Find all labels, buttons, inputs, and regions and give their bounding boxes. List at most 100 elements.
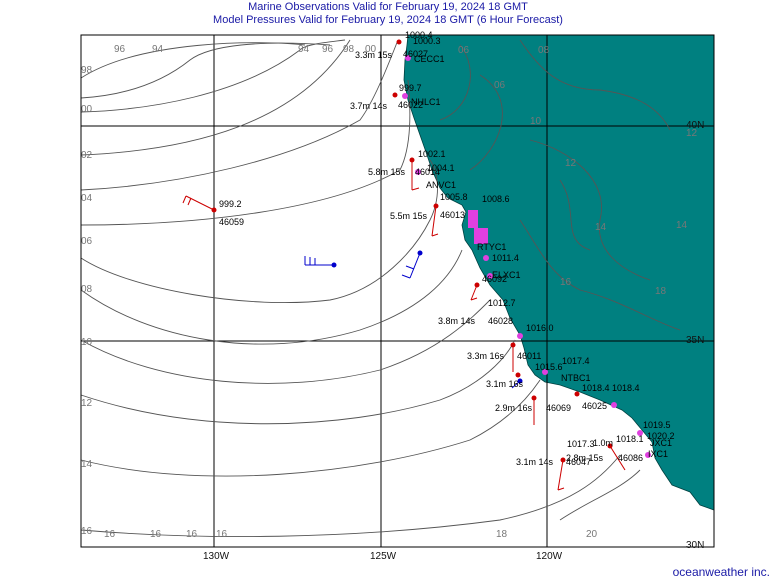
isobar-label: 14: [595, 222, 607, 233]
map-title: Marine Observations Valid for February 1…: [248, 1, 528, 13]
isobar-label: 16: [150, 529, 162, 540]
obs-label: NTBC1: [561, 373, 591, 383]
isobar-label: 18: [496, 529, 508, 540]
isobar-label: 16: [216, 529, 228, 540]
obs-label: NHLC1: [411, 97, 441, 107]
obs-label: 46028: [488, 316, 513, 326]
isobar-label: 16: [81, 526, 93, 537]
blue-observation-points: [331, 250, 523, 384]
isobar-label: 16: [104, 529, 116, 540]
isobar-label: 98: [343, 44, 355, 55]
obs-label: 1015.6: [535, 362, 563, 372]
obs-label: 46022: [398, 100, 423, 110]
obs-label: 1011.4: [492, 253, 519, 263]
obs-label: 46027: [403, 49, 428, 59]
obs-label: 3.8m 14s: [438, 316, 476, 326]
obs-label: 1002.1: [418, 149, 446, 159]
credit-label[interactable]: oceanweather inc.: [672, 565, 770, 579]
obs-label: 1008.6: [482, 194, 510, 204]
station-markers: [402, 55, 651, 458]
isobar-label: 16: [186, 529, 198, 540]
obs-label: 46086: [618, 453, 643, 463]
obs-label: 5.5m 15s: [390, 211, 428, 221]
obs-label: 2.9m 16s: [495, 403, 533, 413]
map-subtitle: Model Pressures Valid for February 19, 2…: [213, 14, 563, 26]
obs-label: 3.3m 16s: [467, 351, 505, 361]
obs-label: 46014: [415, 167, 440, 177]
lat-label-30n: 30N: [686, 540, 705, 551]
obs-label: 3.1m 16s: [486, 379, 524, 389]
obs-label: 46013: [440, 210, 465, 220]
isobar-labels: 96 94 94 96 98 00 98 00 02 04 06 08 10 1…: [81, 44, 698, 540]
isobar-label: 14: [676, 220, 688, 231]
obs-label: 1000.3: [413, 36, 441, 46]
obs-label: IXC1: [648, 449, 668, 459]
lat-label-40n: 40N: [686, 120, 705, 131]
isobar-label: 94: [152, 44, 164, 55]
obs-label: 1004.1: [427, 163, 455, 173]
obs-label: 1020.2: [647, 431, 675, 441]
isobar-label: 20: [586, 529, 598, 540]
isobars: [80, 39, 681, 538]
isobar-label: 06: [81, 236, 93, 247]
isobar-label: 18: [655, 286, 667, 297]
isobar-label: 08: [538, 45, 550, 56]
map-frame: [80, 34, 715, 548]
isobar-label: 10: [530, 116, 542, 127]
isobar-label: 16: [560, 277, 572, 288]
obs-label: 46011: [517, 351, 541, 361]
isobar-label: 94: [298, 44, 310, 55]
obs-label: 1017.3: [567, 439, 595, 449]
obs-label: 1005.8: [440, 192, 468, 202]
isobar-label: 08: [81, 284, 93, 295]
isobar-label: 06: [458, 45, 470, 56]
lon-label-120w: 120W: [536, 551, 563, 562]
obs-label: 1012.7: [488, 298, 516, 308]
obs-label: 46092: [482, 274, 507, 284]
lon-label-130w: 130W: [203, 551, 230, 562]
obs-label: 46025: [582, 401, 607, 411]
isobar-label: 12: [565, 158, 577, 169]
land-california: [403, 34, 715, 511]
red-observation-points: [211, 39, 613, 463]
obs-label: 1000.4: [405, 30, 433, 40]
isobar-label: 10: [81, 337, 93, 348]
obs-label: 1018.4: [582, 383, 610, 393]
isobar-label: 00: [81, 104, 93, 115]
obs-label: 5.8m 15s: [368, 167, 406, 177]
obs-label: RTYC1: [477, 242, 506, 252]
obs-label: 1019.5: [643, 420, 671, 430]
lon-label-125w: 125W: [370, 551, 397, 562]
obs-label: 3.1m 14s: [516, 457, 554, 467]
obs-label: ELXC1: [492, 270, 521, 280]
obs-label: 2.8m 15s: [566, 453, 604, 463]
obs-label: JXC1: [650, 438, 672, 448]
isobar-label: 96: [322, 44, 334, 55]
isobar-label: 96: [114, 44, 126, 55]
isobar-label: 02: [81, 150, 93, 161]
obs-label: 999.2: [219, 199, 242, 209]
red-wind-barbs: [182, 160, 626, 491]
obs-label: 3.3m 15s: [355, 50, 393, 60]
obs-label: CECC1: [414, 54, 445, 64]
obs-label: 1.0m: [593, 438, 613, 448]
lat-label-35n: 35N: [686, 335, 705, 346]
obs-label: 999.7: [399, 83, 422, 93]
observation-labels: 1000.4 1000.3 3.3m 15s 46027 CECC1 999.7…: [219, 30, 675, 467]
obs-label: 46069: [546, 403, 571, 413]
obs-label: 1016.0: [526, 323, 554, 333]
obs-label: 1017.4: [562, 356, 590, 366]
isobar-label: 06: [494, 80, 506, 91]
isobar-label: 00: [365, 44, 377, 55]
obs-label: 46047: [566, 457, 591, 467]
obs-label: 3.7m 14s: [350, 101, 388, 111]
isobar-label: 12: [686, 128, 698, 139]
obs-label: ANVC1: [426, 180, 456, 190]
isobar-label: 04: [81, 193, 93, 204]
isobar-label: 98: [81, 65, 93, 76]
obs-label: 1018.1: [616, 434, 644, 444]
obs-label: 46059: [219, 217, 244, 227]
isobar-label: 14: [81, 459, 93, 470]
isobar-label: 12: [81, 398, 93, 409]
